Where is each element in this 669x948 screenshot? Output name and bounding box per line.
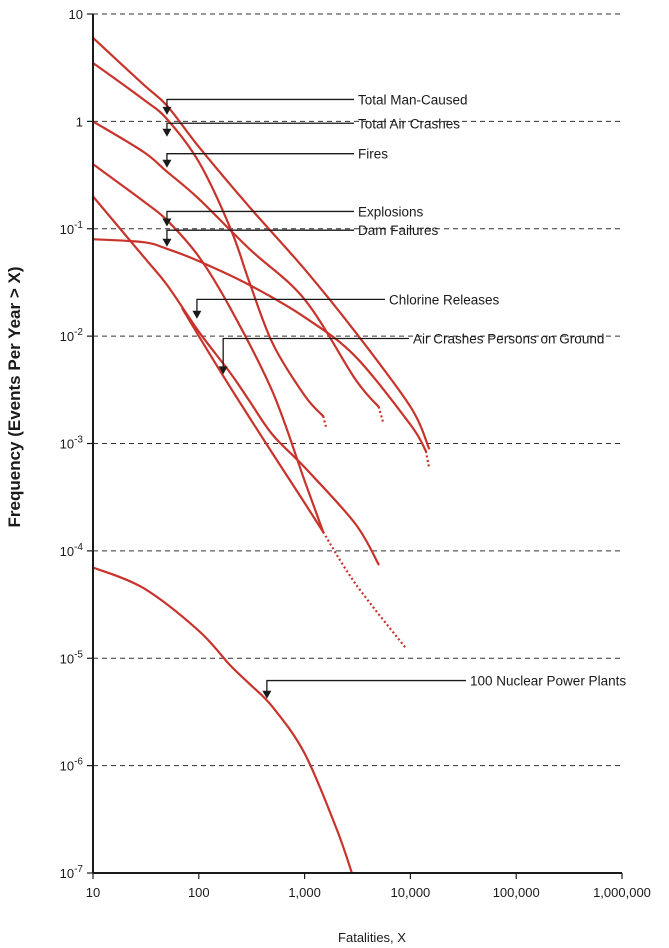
x-tick-label-3: 10,000: [391, 885, 431, 900]
series-extension-chlorine-releases: [424, 450, 431, 468]
annotations: Total Man-Caused Total Air Crashes Fires Ex…: [162, 92, 626, 699]
annotation-arrow-total-air-crashes: [162, 128, 172, 137]
annotation-label-chlorine-releases: Chlorine Releases: [389, 292, 500, 307]
x-tick-label-2: 1,000: [288, 885, 321, 900]
annotation-arrow-total-man-caused: [162, 106, 172, 115]
annotation-label-total-air-crashes: Total Air Crashes: [358, 116, 460, 131]
annotation-label-air-crashes-persons-on-ground: Air Crashes Persons on Ground: [413, 332, 604, 347]
x-tick-label-0: 10: [86, 885, 100, 900]
axes: 10-7 10-6 10-5 10-4 10-3 10-2 10-1 1 10 10 100 1,00…: [60, 7, 651, 900]
series-line-fires: [91, 120, 380, 408]
y-tick-label-4: 10-3: [60, 435, 84, 452]
y-tick-label-5: 10-2: [60, 327, 84, 344]
series-line-explosions: [91, 163, 325, 534]
y-tick-label-2: 10-5: [60, 649, 84, 666]
annotation-leader-explosions: [166, 210, 354, 220]
annotation-leader-total-air-crashes: [166, 122, 354, 130]
annotation-arrow-fires: [162, 159, 172, 168]
x-tick-label-1: 100: [188, 885, 210, 900]
annotation-label-explosions: Explosions: [358, 204, 424, 219]
y-tick-label-3: 10-4: [60, 542, 84, 559]
series-curves: [91, 36, 431, 875]
annotation-leader-total-man-caused: [166, 98, 354, 108]
annotation-arrow-100-nuclear-power-plants: [262, 690, 272, 699]
x-tick-label-4: 100,000: [493, 885, 540, 900]
y-tick-label-6: 10-1: [60, 220, 84, 237]
series-extension-total-air-crashes: [322, 415, 328, 429]
y-axis-title: Frequency (Events Per Year > X): [5, 267, 24, 528]
annotation-leader-chlorine-releases: [196, 298, 385, 312]
y-tick-label-0: 10-7: [60, 864, 84, 881]
series-line-total-man-caused: [91, 36, 431, 450]
annotation-leader-100-nuclear-power-plants: [266, 679, 466, 692]
annotation-label-100-nuclear-power-plants: 100 Nuclear Power Plants: [470, 674, 626, 689]
series-line-100-nuclear-power-plants: [91, 566, 353, 875]
annotation-label-fires: Fires: [358, 147, 388, 162]
annotation-leader-dam-failures: [166, 229, 354, 240]
annotation-label-dam-failures: Dam Failures: [358, 223, 439, 238]
series-line-chlorine-releases: [91, 238, 427, 453]
series-line-air-crashes-persons-on-ground: [181, 307, 325, 534]
y-tick-label-8: 10: [69, 7, 83, 22]
annotation-label-total-man-caused: Total Man-Caused: [358, 92, 468, 107]
annotation-arrow-dam-failures: [162, 238, 172, 247]
annotation-arrow-chlorine-releases: [192, 310, 202, 319]
series-line-total-air-crashes: [91, 61, 325, 418]
x-tick-label-5: 1,000,000: [593, 885, 651, 900]
annotation-leader-air-crashes-persons-on-ground: [222, 337, 409, 368]
y-tick-label-7: 1: [76, 114, 83, 129]
annotation-leader-fires: [166, 153, 354, 161]
series-extension-fires: [377, 406, 384, 422]
series-extension-explosions: [322, 531, 407, 649]
grid-lines: [93, 13, 622, 874]
x-axis-title: Fatalities, X: [338, 930, 406, 945]
series-line-dam-failures: [91, 195, 380, 566]
y-tick-label-1: 10-6: [60, 757, 84, 774]
annotation-arrow-explosions: [162, 218, 172, 227]
annotation-arrow-air-crashes-persons-on-ground: [218, 366, 228, 375]
